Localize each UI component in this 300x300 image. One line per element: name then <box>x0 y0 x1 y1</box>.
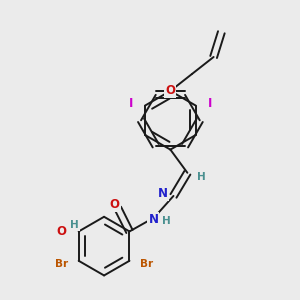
Text: Br: Br <box>55 259 68 269</box>
Text: O: O <box>110 198 120 211</box>
Text: I: I <box>129 97 133 110</box>
Text: N: N <box>148 213 158 226</box>
Text: H: H <box>197 172 206 182</box>
Text: H: H <box>70 220 79 230</box>
Text: Br: Br <box>140 259 153 269</box>
Text: O: O <box>165 84 176 98</box>
Text: O: O <box>57 225 67 238</box>
Text: I: I <box>208 97 212 110</box>
Text: H: H <box>162 216 171 226</box>
Text: N: N <box>158 187 168 200</box>
